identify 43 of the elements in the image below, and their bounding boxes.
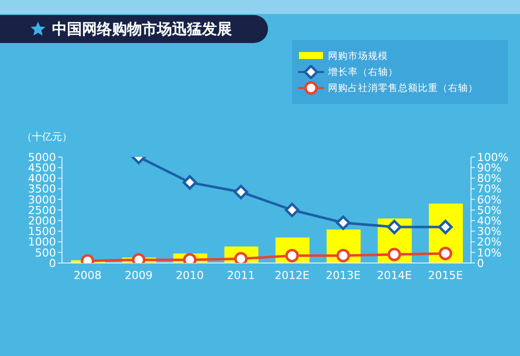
point	[234, 184, 248, 200]
y-tick-label: 2500	[28, 204, 56, 217]
y2-tick-label: 30%	[477, 225, 502, 238]
x-tick-label: 2013E	[326, 268, 361, 282]
x-tick-label: 2011	[226, 268, 255, 282]
x-tick-label: 2014E	[376, 268, 412, 282]
point	[336, 248, 350, 262]
y-tick-label: 5000	[28, 150, 56, 164]
point	[284, 202, 300, 218]
y2-tick-label: 20%	[477, 236, 502, 249]
y-tick-label: 4500	[28, 162, 56, 175]
x-tick-label: 2008	[74, 268, 102, 282]
point	[388, 248, 402, 262]
y-tick-label: 3000	[28, 193, 56, 206]
x-tick-label: 2012E	[274, 268, 310, 282]
y2-tick-label: 60%	[477, 193, 502, 206]
point	[336, 215, 350, 230]
point	[438, 246, 452, 260]
y-axis-title: （十亿元）	[22, 130, 72, 144]
y2-tick-label: 40%	[477, 214, 502, 228]
y2-tick-label: 70%	[477, 182, 502, 196]
chart-title: 中国网络购物市场迅猛发展	[52, 20, 232, 38]
y2-tick-label: 90%	[477, 162, 502, 175]
y2-tick-label: 10%	[477, 246, 502, 260]
y2-tick-label: 80%	[477, 172, 502, 186]
x-tick-label: 2009	[124, 268, 153, 282]
y-tick-label: 1000	[28, 236, 56, 249]
y-tick-label: 1500	[28, 225, 56, 238]
y-tick-label: 500	[35, 246, 56, 260]
y2-tick-label: 50%	[477, 204, 502, 217]
legend-label: 网购市场规模	[328, 50, 388, 62]
y2-tick-label: 100%	[477, 150, 508, 164]
x-tick-label: 2015E	[428, 268, 463, 282]
x-tick-label: 2010	[176, 268, 204, 282]
legend-label: 网购占社消零售总额比重（右轴）	[328, 82, 478, 94]
y-tick-label: 0	[49, 256, 56, 270]
point	[387, 220, 402, 234]
y2-tick-label: 0	[477, 256, 484, 270]
y-tick-label: 2000	[28, 214, 56, 228]
point	[182, 175, 198, 190]
y-tick-label: 4000	[28, 172, 56, 186]
legend-label: 增长率（右轴）	[328, 66, 398, 78]
y-tick-label: 3500	[28, 182, 56, 196]
